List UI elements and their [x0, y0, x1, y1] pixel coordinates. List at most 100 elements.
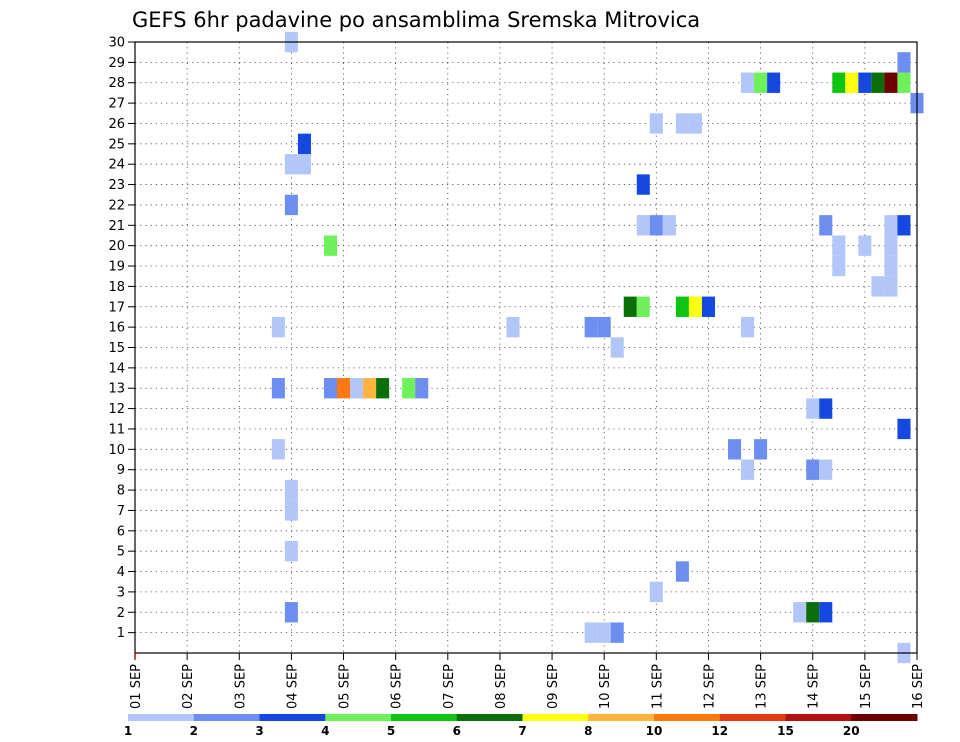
- colorbar-label: 4: [321, 724, 329, 738]
- y-tick-label: 21: [108, 219, 125, 234]
- colorbar-label: 5: [387, 724, 395, 738]
- x-tick-label: 16 SEP: [911, 664, 926, 709]
- x-axis: 01 SEP 02 SEP 03 SEP 04 SEP 05 SEP 06 SEP 07 S…: [129, 653, 926, 709]
- heatmap-cell: [741, 316, 755, 338]
- heatmap-cell: [884, 255, 898, 277]
- x-tick-label: 05 SEP: [338, 664, 353, 709]
- x-tick-label: 03 SEP: [233, 664, 248, 709]
- y-tick-label: 10: [108, 443, 125, 458]
- heatmap-cell: [636, 296, 650, 317]
- colorbar-swatch: [851, 714, 918, 721]
- heatmap-cell: [610, 622, 624, 643]
- colorbar-swatch: [128, 714, 195, 721]
- heatmap-cell: [832, 72, 846, 93]
- heatmap-cell: [284, 479, 298, 501]
- heatmap-cell: [754, 72, 768, 93]
- colorbar-swatch: [719, 714, 786, 721]
- y-tick-label: 24: [108, 158, 125, 173]
- heatmap-cell: [662, 215, 676, 236]
- y-tick-label: 14: [108, 361, 125, 376]
- x-tick-label: 12 SEP: [702, 664, 717, 709]
- heatmap-cell: [754, 439, 768, 460]
- y-tick-label: 17: [108, 300, 125, 315]
- y-tick-label: 26: [108, 117, 125, 132]
- colorbar-label: 1: [124, 724, 132, 738]
- heatmap-cell: [584, 622, 598, 643]
- colorbar-label: 2: [190, 724, 198, 738]
- heatmap-cell: [271, 316, 285, 338]
- heatmap-cell: [610, 337, 624, 358]
- heatmap-cell: [271, 439, 285, 460]
- heatmap-cell: [793, 602, 807, 623]
- y-tick-label: 4: [117, 565, 125, 580]
- heatmap-cell: [506, 316, 520, 338]
- heatmap-cell: [597, 316, 611, 338]
- y-tick-label: 6: [117, 524, 125, 539]
- heatmap-cell: [819, 398, 833, 419]
- heatmap-cell: [858, 235, 872, 256]
- x-tick-label: 14 SEP: [807, 664, 822, 709]
- heatmap-cell: [649, 215, 663, 236]
- heatmap-cell: [819, 215, 833, 236]
- y-tick-label: 7: [117, 504, 125, 519]
- x-tick-label: 06 SEP: [390, 664, 405, 709]
- grid: [134, 41, 918, 653]
- y-tick-label: 23: [108, 178, 125, 193]
- colorbar: 1 2 3 4 5 6 7 8 10 12 15 20: [124, 714, 918, 738]
- y-tick-label: 8: [117, 484, 125, 499]
- y-tick-label: 12: [108, 402, 125, 417]
- heatmap-cell: [402, 378, 416, 399]
- y-tick-label: 25: [108, 137, 125, 152]
- heatmap-cell: [350, 378, 364, 399]
- heatmap-cell: [297, 154, 311, 175]
- heatmap-cell: [728, 439, 742, 460]
- y-tick-label: 15: [108, 341, 125, 356]
- colorbar-swatch: [456, 714, 523, 721]
- x-tick-label: 09 SEP: [546, 664, 561, 709]
- heatmap-cell: [858, 72, 872, 93]
- heatmap-cell: [884, 235, 898, 256]
- heatmap-cell: [832, 235, 846, 256]
- heatmap-cell: [688, 113, 702, 134]
- x-tick-label: 07 SEP: [442, 664, 457, 709]
- heatmap-cell: [897, 418, 911, 440]
- colorbar-swatch: [193, 714, 260, 721]
- heatmap-cell: [284, 194, 298, 216]
- heatmap-cell: [741, 72, 755, 93]
- heatmap-cell: [415, 378, 429, 399]
- y-tick-label: 27: [108, 97, 125, 112]
- x-tick-label: 13 SEP: [755, 664, 770, 709]
- colorbar-swatch: [522, 714, 589, 721]
- y-tick-label: 30: [108, 36, 125, 51]
- y-tick-label: 11: [108, 422, 125, 437]
- colorbar-swatch: [785, 714, 852, 721]
- heatmap-cell: [806, 398, 820, 419]
- heatmap-cell: [688, 296, 702, 317]
- heatmap-cell: [323, 235, 338, 256]
- heatmap-cell: [636, 174, 650, 195]
- heatmap-cell: [363, 378, 377, 399]
- y-axis: 1234567891011121314151617181920212223242…: [108, 36, 135, 641]
- x-tick-label: 15 SEP: [859, 664, 874, 709]
- heatmap-cell: [675, 113, 689, 134]
- colorbar-label: 6: [453, 724, 461, 738]
- colorbar-label: 8: [584, 724, 592, 738]
- colorbar-swatch: [654, 714, 721, 721]
- heatmap-cells: [271, 31, 924, 664]
- heatmap-cell: [884, 72, 898, 93]
- heatmap-cell: [284, 540, 298, 562]
- x-tick-label: 10 SEP: [598, 664, 613, 709]
- colorbar-label: 20: [843, 724, 860, 738]
- x-tick-label: 04 SEP: [285, 664, 300, 709]
- y-tick-label: 16: [108, 321, 125, 336]
- heatmap-cell: [284, 154, 298, 175]
- heatmap-cell: [271, 378, 285, 399]
- heatmap-cell: [871, 276, 885, 297]
- heatmap-cell: [884, 276, 898, 297]
- heatmap-cell: [701, 296, 715, 317]
- heatmap-cell: [636, 215, 650, 236]
- y-tick-label: 9: [117, 463, 125, 478]
- y-tick-label: 20: [108, 239, 125, 254]
- y-tick-label: 5: [117, 545, 125, 560]
